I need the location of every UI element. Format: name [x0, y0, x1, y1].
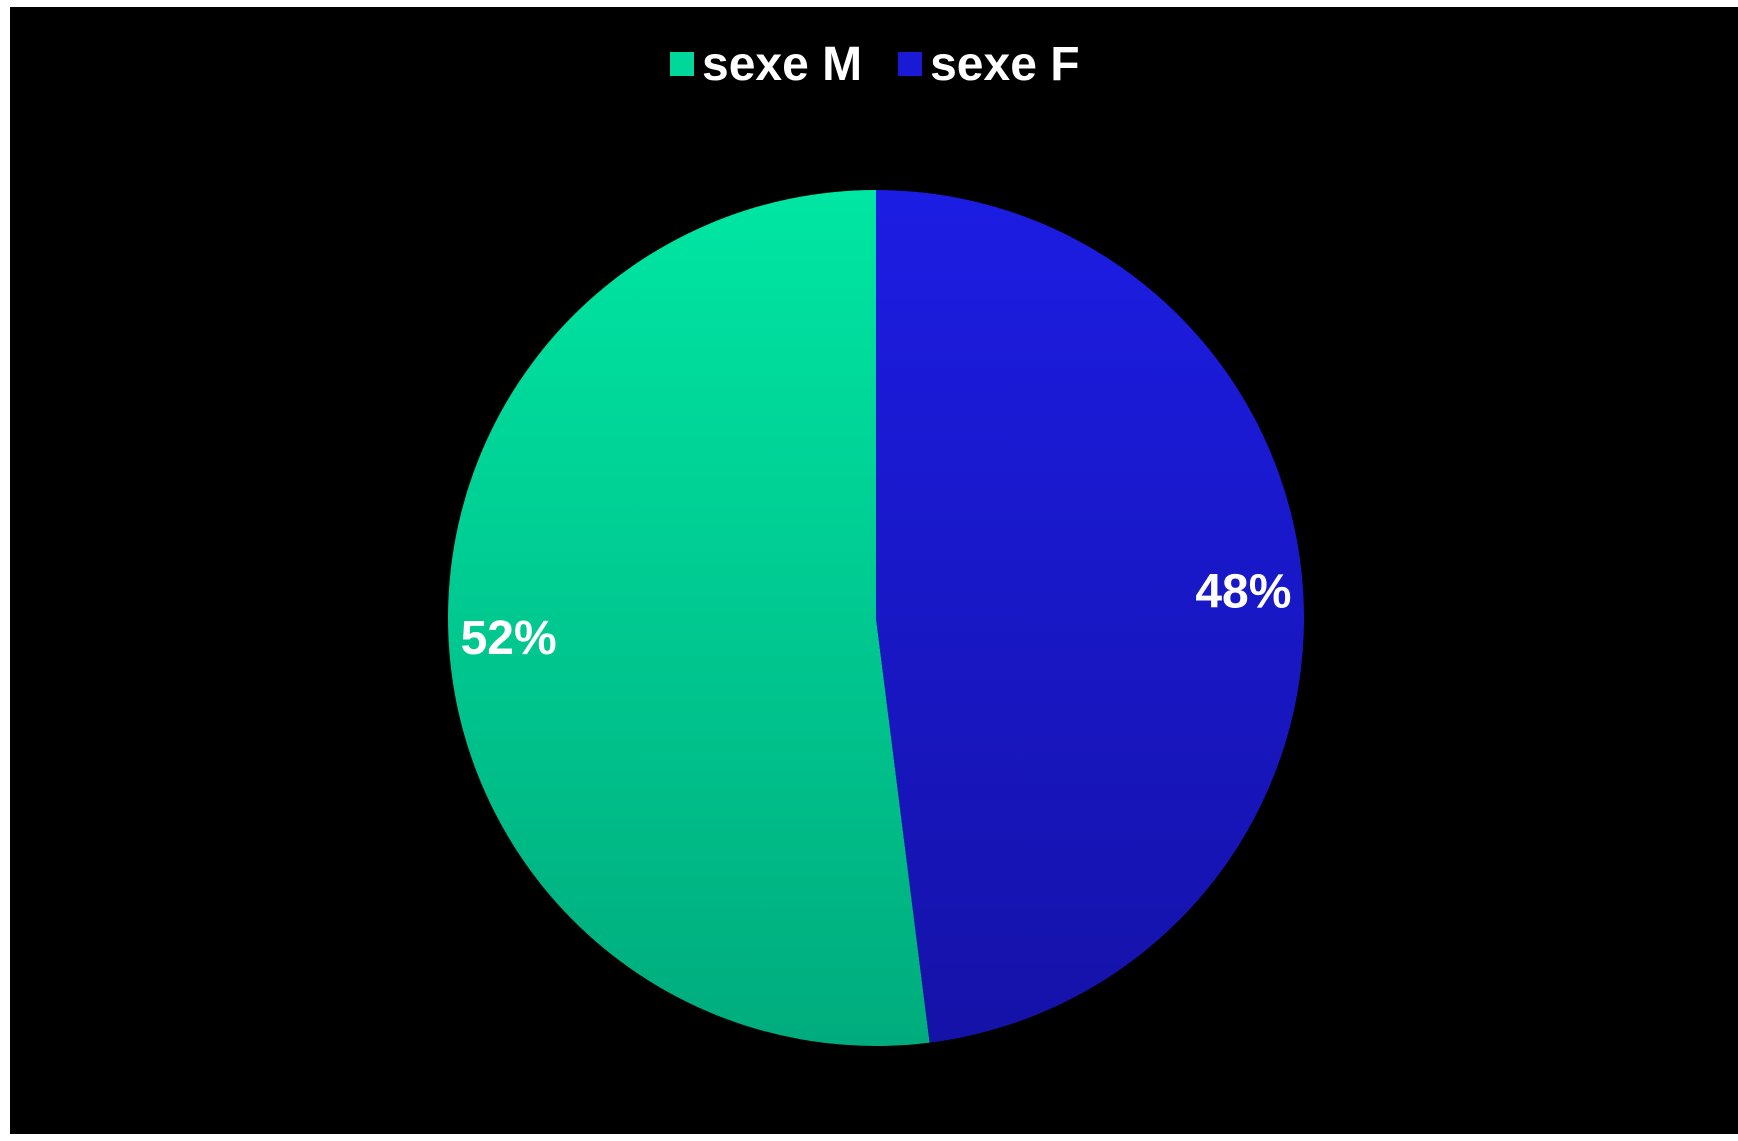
- legend-item-sexe-m: sexe M: [670, 37, 862, 92]
- data-label-sexe-f: 48%: [1195, 566, 1291, 619]
- legend-label-sexe-f: sexe F: [930, 37, 1080, 91]
- data-label-sexe-m: 52%: [461, 612, 557, 665]
- legend-item-sexe-f: sexe F: [898, 37, 1080, 92]
- pie-slice-sexe-f: [876, 190, 1305, 1043]
- chart-legend: sexe M sexe F: [670, 34, 1080, 94]
- legend-swatch-sexe-m: [670, 52, 694, 76]
- legend-label-sexe-m: sexe M: [702, 37, 863, 91]
- pie-slice-sexe-m: [448, 190, 930, 1047]
- legend-swatch-sexe-f: [898, 52, 923, 76]
